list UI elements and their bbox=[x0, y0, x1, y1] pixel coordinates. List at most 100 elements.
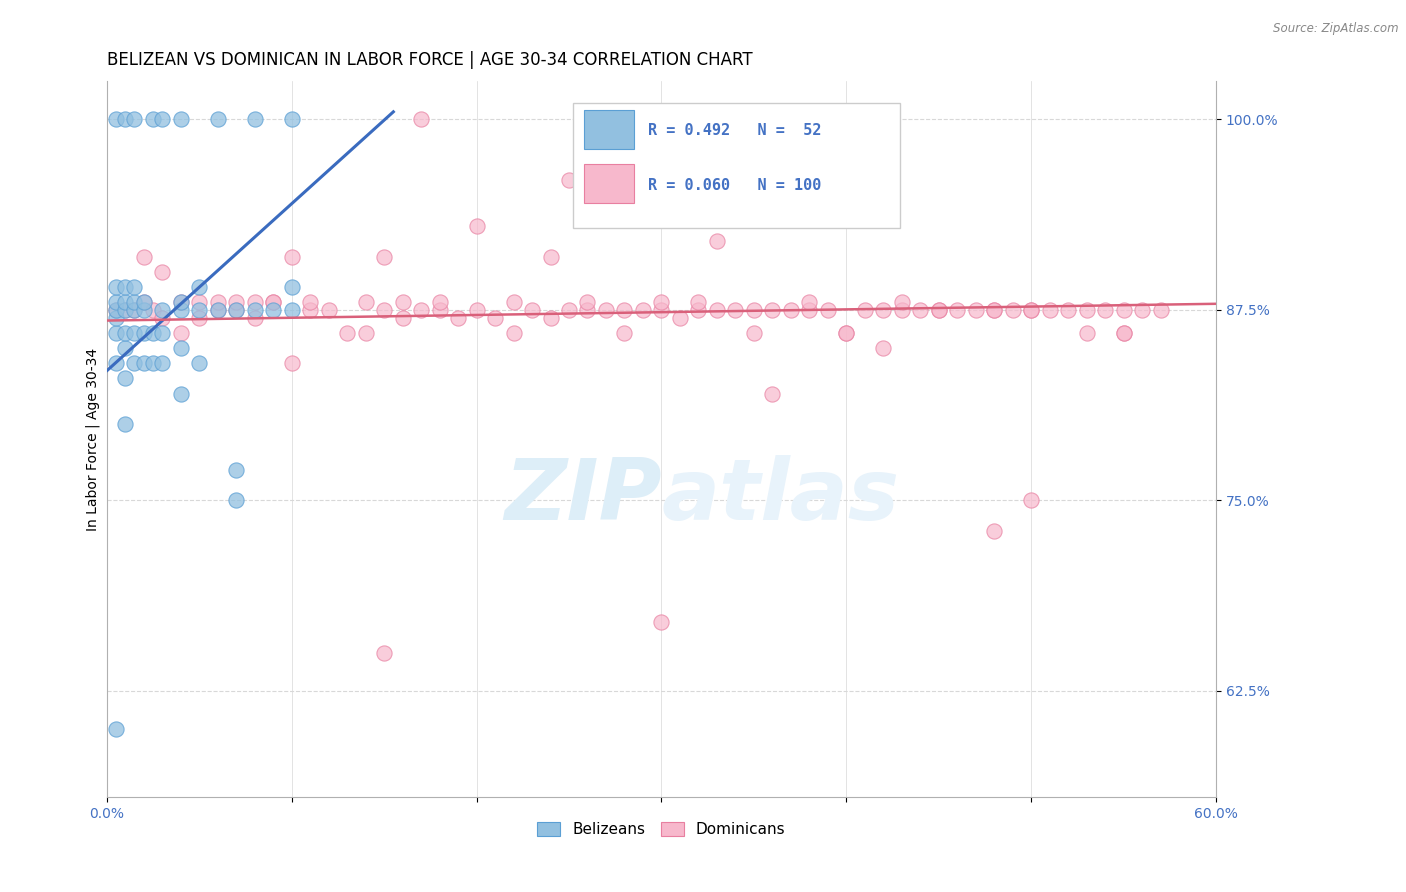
Point bbox=[124, 302, 146, 317]
Point bbox=[318, 302, 340, 317]
FancyBboxPatch shape bbox=[583, 164, 634, 203]
Point bbox=[650, 302, 672, 317]
Point bbox=[124, 356, 146, 370]
Point bbox=[132, 250, 155, 264]
Point bbox=[447, 310, 470, 325]
Point bbox=[872, 302, 894, 317]
Point bbox=[124, 280, 146, 294]
Point bbox=[150, 112, 173, 127]
Point bbox=[150, 310, 173, 325]
Point bbox=[853, 302, 876, 317]
Point bbox=[409, 302, 432, 317]
Point bbox=[391, 295, 413, 310]
Point bbox=[742, 326, 765, 340]
Point bbox=[299, 295, 322, 310]
Point bbox=[835, 326, 858, 340]
Point bbox=[207, 302, 229, 317]
Point bbox=[576, 295, 599, 310]
Text: R = 0.492   N =  52: R = 0.492 N = 52 bbox=[648, 123, 821, 138]
Point bbox=[170, 386, 193, 401]
Point bbox=[142, 326, 165, 340]
Point bbox=[188, 310, 211, 325]
Point bbox=[114, 417, 136, 432]
Point bbox=[465, 302, 488, 317]
Point bbox=[650, 615, 672, 630]
Point bbox=[409, 112, 432, 127]
Text: R = 0.060   N = 100: R = 0.060 N = 100 bbox=[648, 178, 821, 193]
Point bbox=[780, 302, 803, 317]
Point bbox=[188, 280, 211, 294]
Point bbox=[1019, 302, 1042, 317]
Point bbox=[188, 302, 211, 317]
Point bbox=[124, 302, 146, 317]
Point bbox=[124, 295, 146, 310]
Point bbox=[104, 356, 127, 370]
Point bbox=[724, 302, 747, 317]
Point bbox=[817, 302, 839, 317]
Point bbox=[225, 302, 247, 317]
Point bbox=[890, 295, 912, 310]
Point bbox=[170, 112, 193, 127]
Point bbox=[114, 302, 136, 317]
Point bbox=[669, 310, 692, 325]
Point bbox=[104, 302, 127, 317]
Point bbox=[150, 265, 173, 279]
Point bbox=[170, 302, 193, 317]
Point bbox=[373, 646, 395, 660]
Point bbox=[1112, 326, 1135, 340]
Point bbox=[742, 302, 765, 317]
Point bbox=[225, 493, 247, 508]
Point bbox=[595, 302, 617, 317]
Point bbox=[104, 112, 127, 127]
Text: Source: ZipAtlas.com: Source: ZipAtlas.com bbox=[1274, 22, 1399, 36]
Point bbox=[280, 250, 302, 264]
Point bbox=[688, 295, 710, 310]
Point bbox=[114, 295, 136, 310]
Point bbox=[928, 302, 950, 317]
FancyBboxPatch shape bbox=[572, 103, 900, 228]
Point bbox=[688, 302, 710, 317]
Point bbox=[170, 341, 193, 355]
Point bbox=[983, 302, 1005, 317]
Point bbox=[540, 310, 562, 325]
Point bbox=[706, 235, 728, 249]
Point bbox=[207, 295, 229, 310]
Point bbox=[520, 302, 543, 317]
Point bbox=[761, 386, 783, 401]
Point bbox=[1019, 493, 1042, 508]
Point bbox=[207, 302, 229, 317]
Point bbox=[225, 302, 247, 317]
Point bbox=[104, 295, 127, 310]
Y-axis label: In Labor Force | Age 30-34: In Labor Force | Age 30-34 bbox=[86, 348, 100, 531]
Point bbox=[835, 326, 858, 340]
Point bbox=[114, 280, 136, 294]
Point bbox=[225, 295, 247, 310]
Point bbox=[243, 302, 266, 317]
Text: ZIP: ZIP bbox=[503, 455, 661, 538]
Point bbox=[114, 371, 136, 385]
Point bbox=[946, 302, 969, 317]
Point bbox=[243, 295, 266, 310]
Point bbox=[132, 356, 155, 370]
Point bbox=[354, 295, 377, 310]
Point bbox=[706, 302, 728, 317]
Point bbox=[872, 341, 894, 355]
Point bbox=[465, 219, 488, 233]
Point bbox=[1130, 302, 1153, 317]
Point bbox=[558, 173, 581, 187]
Point bbox=[132, 295, 155, 310]
Point bbox=[799, 295, 821, 310]
Point bbox=[613, 302, 636, 317]
Point bbox=[336, 326, 359, 340]
Point bbox=[170, 295, 193, 310]
FancyBboxPatch shape bbox=[583, 110, 634, 149]
Point bbox=[225, 463, 247, 477]
Point bbox=[1094, 302, 1116, 317]
Point bbox=[965, 302, 987, 317]
Point bbox=[484, 310, 506, 325]
Point bbox=[650, 295, 672, 310]
Point bbox=[114, 112, 136, 127]
Point bbox=[132, 295, 155, 310]
Point bbox=[1057, 302, 1080, 317]
Point bbox=[104, 722, 127, 736]
